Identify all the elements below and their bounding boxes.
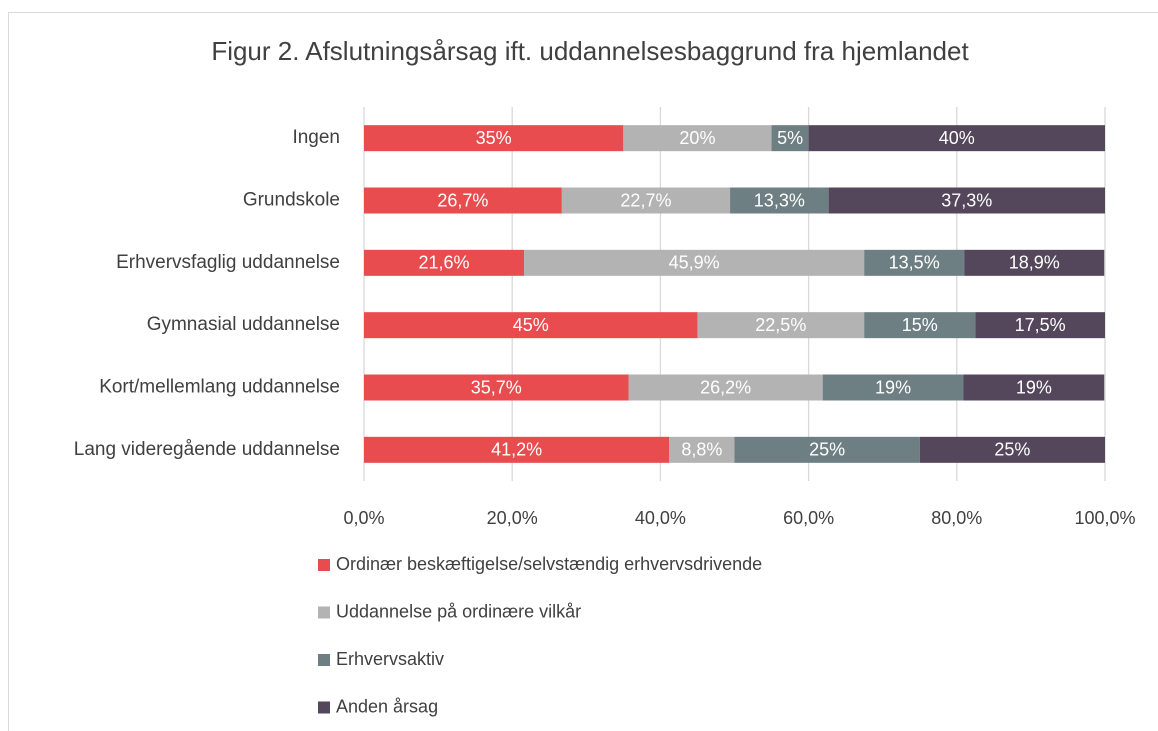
legend-label: Uddannelse på ordinære vilkår [336,601,581,621]
bar-segment [822,374,964,401]
legend-swatch [318,559,330,571]
value-label: 25% [809,440,845,460]
bar-segment [919,436,1105,463]
bar-segment [963,374,1105,401]
bar-segment [808,125,1105,152]
bar-segment [864,249,965,276]
value-label: 35,7% [471,377,522,397]
bar-segment [364,436,670,463]
value-label: 37,3% [941,190,992,210]
category-label: Gymnasial uddannelse [147,314,340,335]
legend-label: Anden årsag [336,696,438,716]
bar-segment [561,187,731,214]
value-label: 22,5% [755,315,806,335]
value-label: 22,7% [620,190,671,210]
value-label: 25% [994,440,1030,460]
legend-swatch [318,606,330,619]
bar-segment [524,249,865,276]
legend-label: Ordinær beskæftigelse/selvstændig erhver… [336,554,762,574]
x-tick-label: 100,0% [1074,508,1135,528]
bar-segment [364,249,525,276]
value-label: 35% [476,128,512,148]
value-label: 26,7% [437,190,488,210]
value-label: 13,3% [754,190,805,210]
chart-title: Figur 2. Afslutningsårsag ift. uddannels… [211,36,969,66]
bar-segment [364,125,624,152]
value-label: 26,2% [700,377,751,397]
chart-border [8,12,1158,731]
bar-segment [623,125,772,152]
bar-segment [975,312,1105,339]
value-label: 21,6% [419,253,470,273]
value-label: 40% [939,128,975,148]
value-label: 45,9% [669,253,720,273]
category-label: Ingen [292,127,340,148]
value-label: 17,5% [1015,315,1066,335]
bar-segment [364,374,629,401]
bar-segment [628,374,823,401]
value-label: 20% [679,128,715,148]
bar-segment [364,187,562,214]
bar-segment [697,312,865,339]
category-label: Erhvervsfaglig uddannelse [116,252,340,273]
bar-segment [828,187,1105,214]
value-label: 13,5% [889,253,940,273]
bar-segment [730,187,829,214]
value-label: 15% [902,315,938,335]
bar-segment [964,249,1105,276]
x-tick-label: 80,0% [931,508,982,528]
bar-segment [771,125,809,152]
legend-swatch [318,701,330,714]
bar-segment [734,436,920,463]
value-label: 41,2% [491,440,542,460]
value-label: 19% [1016,377,1052,397]
category-label: Lang videregående uddannelse [74,439,340,460]
value-label: 45% [513,315,549,335]
x-tick-label: 20,0% [487,508,538,528]
legend-label: Erhvervsaktiv [336,649,444,669]
value-label: 5% [777,128,803,148]
x-tick-label: 40,0% [635,508,686,528]
category-label: Kort/mellemlang uddannelse [99,377,340,398]
x-tick-label: 0,0% [343,508,384,528]
bar-segment [864,312,976,339]
x-tick-label: 60,0% [783,508,834,528]
value-label: 19% [875,377,911,397]
category-label: Grundskole [243,190,340,211]
bar-segment [364,312,698,339]
value-label: 8,8% [681,440,722,460]
bar-segment [669,436,735,463]
legend-swatch [318,654,330,666]
value-label: 18,9% [1009,253,1060,273]
